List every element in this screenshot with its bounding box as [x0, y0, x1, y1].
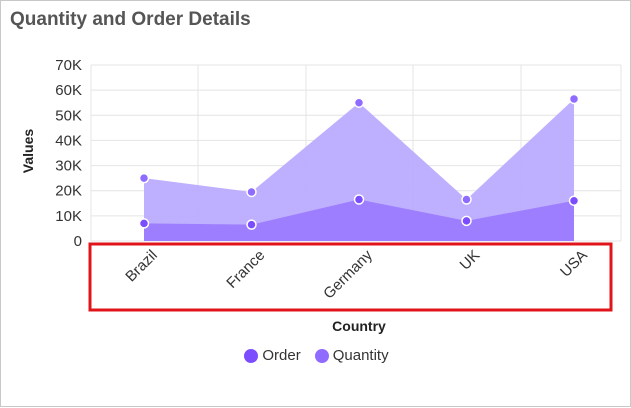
area-series — [144, 98, 574, 241]
x-tick-label: France — [223, 247, 268, 292]
y-tick-label: 0 — [74, 233, 82, 250]
chart-legend: Order Quantity — [1, 347, 631, 364]
x-axis-title: Country — [332, 318, 386, 334]
legend-item-quantity[interactable]: Quantity — [314, 347, 389, 364]
area-quantity — [144, 98, 574, 241]
y-axis-title: Values — [20, 129, 36, 174]
y-tick-label: 70K — [55, 57, 82, 74]
x-tick-label: Germany — [320, 246, 376, 302]
y-tick-label: 40K — [55, 132, 82, 149]
x-axis-highlight-box — [88, 242, 613, 312]
y-tick-label: 30K — [55, 158, 82, 175]
y-tick-label: 10K — [55, 208, 82, 225]
data-point-quantity — [461, 194, 472, 205]
y-axis-ticks: 0 10K 20K 30K 40K 50K 60K 70K — [55, 57, 82, 250]
area-order — [144, 199, 574, 241]
y-tick-label: 20K — [55, 183, 82, 200]
y-tick-label: 60K — [55, 82, 82, 99]
data-point-quantity — [138, 172, 150, 184]
data-point-quantity — [246, 186, 257, 198]
data-points — [138, 93, 580, 230]
x-tick-label: Brazil — [122, 247, 161, 286]
y-tick-label: 50K — [55, 107, 82, 124]
legend-label: Quantity — [332, 347, 389, 364]
legend-swatch — [244, 348, 259, 363]
data-point-quantity — [353, 97, 365, 108]
data-point-order — [246, 219, 257, 230]
legend-label: Order — [262, 347, 301, 364]
data-point-order — [138, 218, 150, 229]
data-point-order — [461, 215, 472, 227]
x-tick-label: USA — [557, 247, 591, 281]
chart-title: Quantity and Order Details — [10, 9, 251, 30]
x-tick-label: UK — [457, 247, 484, 274]
x-axis-ticks: Brazil France Germany UK USA — [122, 246, 591, 302]
data-point-order — [568, 195, 580, 207]
data-point-quantity — [568, 93, 580, 105]
legend-item-order[interactable]: Order — [244, 347, 301, 364]
legend-swatch — [314, 348, 329, 363]
data-point-order — [353, 194, 365, 205]
